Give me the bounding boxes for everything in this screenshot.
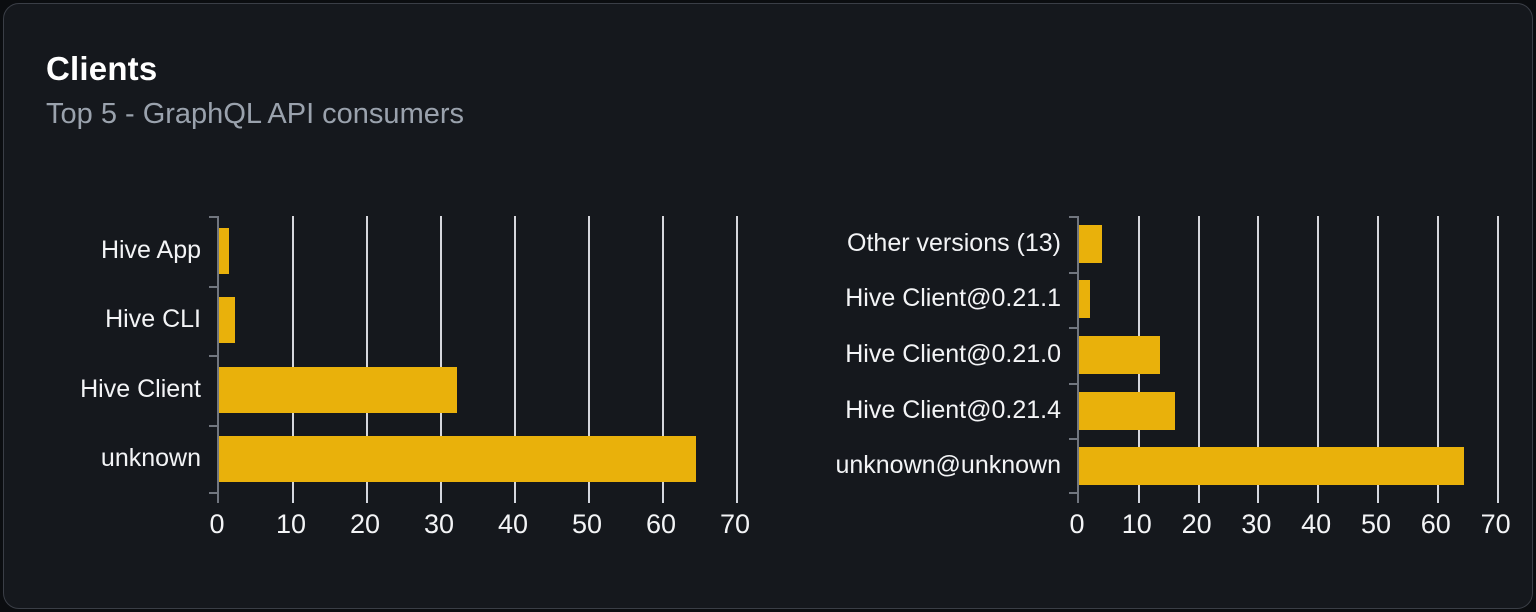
bar-hive-cli xyxy=(219,297,235,344)
bar-hive-client-0-21-1 xyxy=(1079,280,1090,319)
gridline-60 xyxy=(1436,216,1439,494)
x-tick-label-70: 70 xyxy=(719,509,751,539)
plot-area xyxy=(209,216,743,503)
x-tick-label-20: 20 xyxy=(1181,509,1212,539)
bar-unknown xyxy=(219,436,696,483)
bar-hive-app xyxy=(219,227,230,274)
x-tick-label-40: 40 xyxy=(497,509,529,539)
y-axis-tick xyxy=(1069,327,1078,330)
x-axis-tick-0 xyxy=(1077,494,1079,503)
x-tick-label-10: 10 xyxy=(275,509,307,539)
category-label: Hive CLI xyxy=(105,305,201,334)
gridline-20 xyxy=(1197,216,1200,494)
y-axis-tick xyxy=(209,285,218,288)
category-label: Hive Client@0.21.1 xyxy=(845,284,1061,313)
clients-card: Clients Top 5 - GraphQL API consumers Hi… xyxy=(3,3,1533,609)
category-label: Hive Client@0.21.0 xyxy=(845,339,1061,368)
x-tick-label-20: 20 xyxy=(349,509,381,539)
x-axis-tick-10 xyxy=(1137,494,1140,503)
y-axis-tick xyxy=(209,492,218,494)
gridline-30 xyxy=(1257,216,1260,494)
gridline-20 xyxy=(366,216,368,494)
gridline-70 xyxy=(736,216,738,494)
x-tick-label-50: 50 xyxy=(571,509,603,539)
gridline-40 xyxy=(514,216,516,494)
y-axis-tick xyxy=(1069,382,1078,385)
category-label: Hive Client xyxy=(80,374,201,403)
x-axis-tick-30 xyxy=(440,494,442,503)
category-label: Other versions (13) xyxy=(847,228,1061,257)
gridline-50 xyxy=(588,216,590,494)
gridline-30 xyxy=(440,216,442,494)
x-tick-label-40: 40 xyxy=(1301,509,1332,539)
x-axis-tick-0 xyxy=(217,494,219,503)
x-axis-tick-30 xyxy=(1257,494,1260,503)
bar-hive-client-0-21-4 xyxy=(1079,391,1176,430)
x-axis-tick-70 xyxy=(736,494,738,503)
gridline-70 xyxy=(1496,216,1499,494)
bar-hive-client xyxy=(219,366,457,413)
y-axis-tick xyxy=(1069,438,1078,441)
x-tick-label-30: 30 xyxy=(1241,509,1272,539)
gridline-50 xyxy=(1377,216,1379,494)
y-axis-tick xyxy=(209,355,218,357)
x-axis-tick-10 xyxy=(292,494,294,503)
page-subtitle: Top 5 - GraphQL API consumers xyxy=(46,98,465,130)
x-axis-tick-70 xyxy=(1496,494,1499,503)
category-label: Hive App xyxy=(100,235,201,264)
category-label: unknown@unknown xyxy=(835,451,1061,480)
category-label: unknown xyxy=(100,444,201,473)
y-axis-tick xyxy=(209,216,218,218)
x-tick-label-70: 70 xyxy=(1480,509,1511,539)
category-label: Hive Client@0.21.4 xyxy=(845,395,1061,424)
gridline-40 xyxy=(1317,216,1320,494)
x-tick-label-30: 30 xyxy=(423,509,455,539)
x-axis-tick-20 xyxy=(1197,494,1200,503)
x-tick-label-0: 0 xyxy=(209,509,225,539)
x-axis-tick-60 xyxy=(662,494,664,503)
y-axis-tick xyxy=(1069,492,1078,494)
bar-hive-client-0-21-0 xyxy=(1079,336,1161,374)
x-axis-tick-50 xyxy=(588,494,590,503)
x-tick-label-60: 60 xyxy=(1420,509,1451,539)
y-axis-tick xyxy=(209,424,218,427)
gridline-10 xyxy=(292,216,294,494)
gridline-60 xyxy=(662,216,664,494)
x-tick-label-10: 10 xyxy=(1121,509,1152,539)
chart-clients-top5: Hive App Hive CLI Hive Client unknown 0 10 20 3… xyxy=(4,4,1532,608)
y-axis-tick xyxy=(1069,271,1078,274)
x-tick-label-60: 60 xyxy=(645,509,677,539)
plot-area xyxy=(1069,216,1507,503)
x-tick-label-50: 50 xyxy=(1360,509,1392,539)
chart-client-versions-top5: Other versions (13) Hive Client@0.21.1 Hiv… xyxy=(4,4,1532,608)
page-title: Clients xyxy=(46,50,158,87)
x-axis-tick-50 xyxy=(1377,494,1379,503)
x-axis-tick-60 xyxy=(1436,494,1439,503)
x-axis-tick-40 xyxy=(514,494,516,503)
x-tick-label-0: 0 xyxy=(1069,509,1085,539)
bar-unknown-unknown xyxy=(1079,447,1464,486)
x-axis-tick-40 xyxy=(1317,494,1320,503)
x-axis-tick-20 xyxy=(366,494,368,503)
y-axis-tick xyxy=(1069,216,1078,218)
bar-other-versions-13- xyxy=(1079,224,1102,263)
